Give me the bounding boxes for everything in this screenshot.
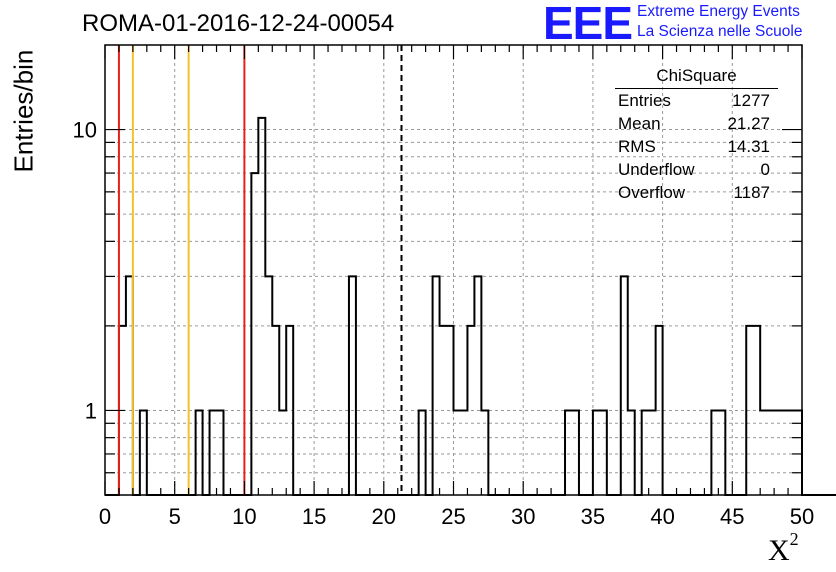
stats-value: 0 [760, 160, 770, 179]
stats-row-rms: RMS 14.31 [612, 135, 778, 158]
x-tick-label: 10 [232, 504, 256, 529]
eee-logo-line2: La Scienza nelle Scuole [637, 23, 803, 40]
histogram-outline [105, 116, 836, 496]
x-axis-title: X2 [768, 529, 799, 568]
histogram-bin [126, 276, 133, 495]
stats-row-overflow: Overflow 1187 [612, 181, 778, 204]
y-tick-label: 1 [85, 398, 97, 423]
x-tick-label: 40 [650, 504, 674, 529]
x-tick-label: 5 [169, 504, 181, 529]
x-tick-label: 20 [372, 504, 396, 529]
x-axis-title-sup: 2 [789, 529, 799, 549]
x-tick-label: 0 [99, 504, 111, 529]
x-tick-label: 50 [790, 504, 814, 529]
axis-layer: 0 5 10 15 20 25 30 35 40 45 50 1 10 [73, 44, 814, 529]
eee-logo-mark: EEE [543, 0, 633, 49]
stats-box: ChiSquare Entries 1277 Mean 21.27 RMS 14.31… [612, 66, 778, 204]
stats-row-entries: Entries 1277 [612, 89, 778, 112]
histogram-bin [474, 276, 481, 495]
reference-lines-layer [117, 45, 403, 495]
eee-logo-line1: Extreme Energy Events [637, 3, 800, 20]
x-axis-title-base: X [768, 534, 790, 567]
stats-value: 1187 [733, 183, 770, 202]
histogram-bin [349, 276, 356, 495]
stats-value: 1277 [732, 91, 770, 110]
histogram-bin [621, 276, 628, 495]
x-tick-label: 30 [511, 504, 535, 529]
stats-row-underflow: Underflow 0 [612, 158, 778, 181]
stats-value: 21.27 [727, 114, 770, 133]
histogram-bin [265, 276, 272, 495]
histogram-bin [258, 118, 265, 495]
histogram-layer [105, 116, 836, 496]
stats-value: 14.31 [727, 137, 770, 156]
stats-row-mean: Mean 21.27 [612, 112, 778, 135]
x-tick-label: 35 [581, 504, 605, 529]
stats-label: Underflow [618, 160, 695, 179]
y-tick-label: 10 [73, 118, 97, 143]
run-title: ROMA-01-2016-12-24-00054 [82, 10, 395, 37]
stats-label: Mean [618, 114, 661, 133]
stats-label: RMS [618, 137, 656, 156]
stats-title: ChiSquare [615, 66, 778, 89]
x-tick-label: 25 [441, 504, 465, 529]
x-tick-label: 15 [302, 504, 326, 529]
histogram-bin [433, 276, 440, 495]
x-tick-label: 45 [720, 504, 744, 529]
stats-label: Entries [618, 91, 671, 110]
histogram-bin [251, 173, 258, 495]
stats-label: Overflow [618, 183, 686, 202]
